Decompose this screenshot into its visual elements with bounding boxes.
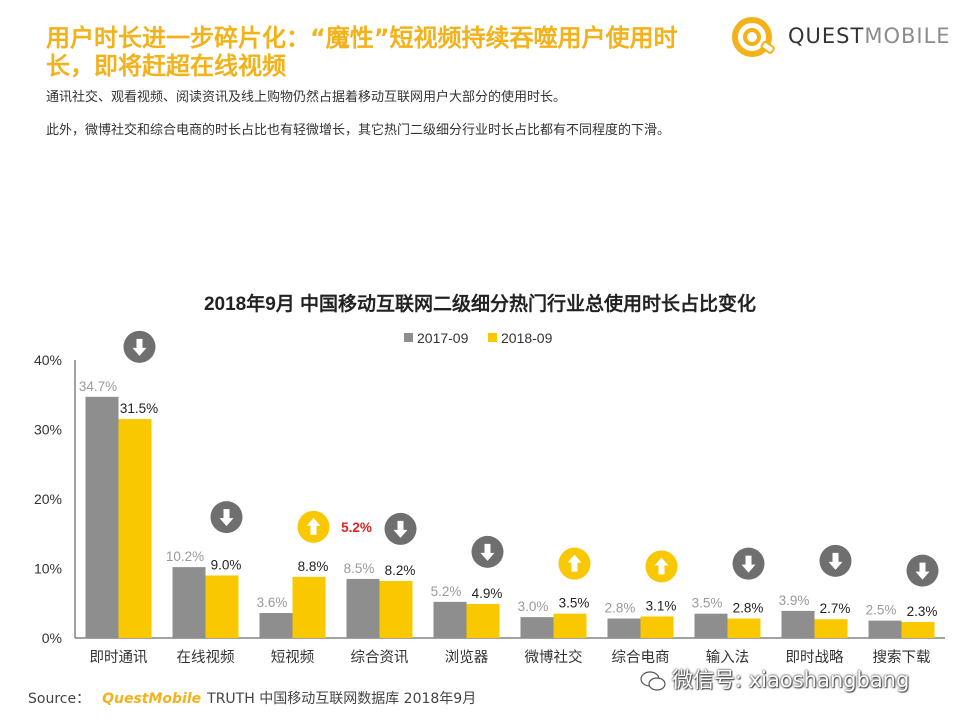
down-arrow-icon-输入法 [732,547,765,580]
wechat-icon [640,671,666,691]
logo-text: QUESTMOBILE [788,24,951,48]
x-tick-label-搜索下载: 搜索下载 [873,649,931,666]
headline: 用户时长进一步碎片化：“魔性”短视频持续吞噬用户使用时长，即将赶超在线视频 [46,24,678,80]
data-label-2018-即时通讯: 31.5% [120,401,158,416]
trend-arrow-shape [393,520,408,538]
up-arrow-icon-综合电商 [645,550,678,583]
x-tick-label-浏览器: 浏览器 [445,649,489,666]
data-label-2017-即时战略: 3.9% [779,593,810,608]
data-label-2017-微博社交: 3.0% [518,599,549,614]
x-tick-label-短视频: 短视频 [271,649,315,666]
down-arrow-icon-即时通讯 [123,330,156,363]
bar-2017-综合电商 [607,618,641,638]
trend-arrow-shape [828,552,843,570]
up-arrow-icon-微博社交 [558,547,591,580]
data-label-2018-综合资讯: 8.2% [385,563,416,578]
down-arrow-icon-搜索下载 [906,554,939,587]
logo-text-quest: QUEST [788,24,865,48]
data-label-2018-即时战略: 2.7% [820,601,851,616]
x-tick-label-综合资讯: 综合资讯 [351,649,409,666]
trend-arrow-shape [654,557,669,575]
source-detail: TRUTH 中国移动互联网数据库 2018年9月 [207,691,477,707]
data-label-2018-微博社交: 3.5% [559,596,590,611]
trend-arrow-shape [567,554,582,572]
x-tick-label-输入法: 输入法 [706,649,750,666]
legend-swatch-2017-09 [404,333,413,342]
x-tick-label-微博社交: 微博社交 [525,648,583,666]
down-arrow-icon-即时战略 [819,544,852,577]
y-tick-label: 20% [34,491,62,507]
x-tick-label-即时战略: 即时战略 [786,649,844,666]
trend-arrow-shape [741,555,756,573]
data-label-2018-综合电商: 3.1% [646,598,677,613]
bar-2017-输入法 [694,613,728,638]
bar-2018-微博社交 [553,613,587,638]
data-label-2017-搜索下载: 2.5% [866,603,897,618]
bar-chart: 2018年9月 中国移动互联网二级细分热门行业总使用时长占比变化 2017-09 2… [34,292,945,666]
y-tick-label: 30% [34,422,62,438]
down-arrow-icon-综合资讯 [384,512,417,545]
bar-2017-微博社交 [520,617,554,638]
bar-2018-即时战略 [814,619,848,638]
x-tick-label-综合电商: 综合电商 [612,649,670,666]
bar-2017-即时通讯 [85,396,119,638]
y-tick-label: 0% [42,630,62,646]
down-arrow-icon-浏览器 [471,535,504,568]
questmobile-logo: QUESTMOBILE [728,14,950,60]
data-label-2018-搜索下载: 2.3% [907,604,938,619]
data-label-2017-输入法: 3.5% [692,596,723,611]
data-label-2018-短视频: 8.8% [298,559,329,574]
wechat-watermark: 微信号: xiaoshangbang [640,664,909,694]
data-label-2017-浏览器: 5.2% [431,584,462,599]
annotation-短视频: 5.2% [341,520,372,535]
description-line-1: 通讯社交、观看视频、阅读资讯及线上购物仍然占据着移动互联网用户大部分的使用时长。 [46,90,567,105]
source-footer: Source： QuestMobile TRUTH 中国移动互联网数据库 2018年… [28,688,476,708]
x-tick-label-即时通讯: 即时通讯 [90,649,148,666]
legend-swatch-2018-09 [488,333,497,342]
logo-text-mobile: MOBILE [864,24,951,48]
y-tick-label: 10% [34,561,62,577]
watermark-text: 微信号: xiaoshangbang [672,668,910,692]
bar-2018-短视频 [292,576,326,638]
questmobile-logo-icon [732,17,775,57]
bar-2018-搜索下载 [901,622,935,638]
legend-label-2017-09: 2017-09 [417,330,469,346]
bar-2017-在线视频 [172,567,206,638]
source-label: Source： [28,691,91,707]
bar-2018-综合电商 [640,616,674,638]
chart-title: 2018年9月 中国移动互联网二级细分热门行业总使用时长占比变化 [204,292,756,315]
down-arrow-icon-在线视频 [210,501,243,534]
trend-arrow-shape [915,562,930,580]
bar-2018-浏览器 [466,603,500,638]
data-label-2018-浏览器: 4.9% [472,586,503,601]
data-label-2017-综合电商: 2.8% [605,601,636,616]
x-tick-label-在线视频: 在线视频 [177,649,235,666]
source-brand: QuestMobile [102,691,202,707]
bar-2017-综合资讯 [346,578,380,638]
trend-arrow-shape [306,517,321,535]
description-line-2: 此外，微博社交和综合电商的时长占比也有轻微增长，其它热门二级细分行业时长占比都有… [46,123,671,138]
data-label-2018-在线视频: 9.0% [211,557,242,572]
y-tick-label: 40% [34,352,62,368]
trend-arrow-shape [219,509,234,527]
bar-2018-在线视频 [205,575,239,638]
up-arrow-icon-短视频 [297,510,330,543]
trend-arrow-shape [480,543,495,561]
bar-2018-即时通讯 [118,419,152,638]
trend-arrow-shape [132,338,147,356]
bar-2017-短视频 [259,612,293,638]
legend-label-2018-09: 2018-09 [501,330,553,346]
data-label-2017-综合资讯: 8.5% [344,561,375,576]
data-label-2017-在线视频: 10.2% [166,549,204,564]
data-label-2017-即时通讯: 34.7% [79,379,117,394]
bar-2017-浏览器 [433,601,467,638]
bar-2017-即时战略 [781,610,815,638]
bar-2018-输入法 [727,618,761,638]
bar-2017-搜索下载 [868,620,902,638]
data-label-2017-短视频: 3.6% [257,595,288,610]
bar-2018-综合资讯 [379,581,413,638]
data-label-2018-输入法: 2.8% [733,601,764,616]
